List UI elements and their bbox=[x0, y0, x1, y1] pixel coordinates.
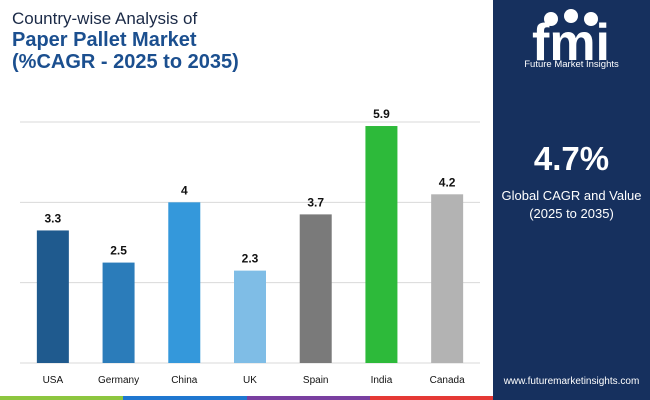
logo-text: fmi bbox=[532, 14, 610, 72]
title-line-1: Country-wise Analysis of bbox=[12, 9, 198, 28]
global-cagr-label-line-1: Global CAGR and Value bbox=[501, 188, 642, 203]
bar-uk bbox=[234, 270, 266, 363]
x-tick-label-uk: UK bbox=[243, 375, 257, 386]
logo-dot-2 bbox=[564, 9, 578, 23]
bottom-color-bar bbox=[0, 396, 493, 400]
x-tick-label-india: India bbox=[371, 375, 393, 386]
brand-name: Future Market Insights bbox=[524, 59, 619, 70]
data-label-uk: 2.3 bbox=[242, 252, 259, 266]
x-tick-label-china: China bbox=[171, 375, 198, 386]
bar-germany bbox=[102, 262, 135, 363]
x-tick-label-spain: Spain bbox=[303, 375, 329, 386]
bar-usa bbox=[36, 230, 69, 363]
logo-dot-3 bbox=[584, 12, 598, 26]
logo-dot-1 bbox=[544, 12, 558, 26]
x-tick-label-germany: Germany bbox=[98, 375, 139, 386]
data-label-india: 5.9 bbox=[373, 107, 390, 121]
bar-india bbox=[365, 126, 398, 364]
website-link[interactable]: www.futuremarketinsights.com bbox=[503, 376, 640, 387]
bar-spain bbox=[299, 214, 332, 363]
bottom-bar-segment-2 bbox=[123, 396, 247, 400]
data-label-canada: 4.2 bbox=[439, 175, 456, 189]
data-label-germany: 2.5 bbox=[110, 244, 127, 258]
title-line-2: Paper Pallet Market bbox=[12, 29, 197, 51]
bottom-bar-segment-1 bbox=[0, 396, 124, 400]
data-label-china: 4 bbox=[181, 183, 188, 197]
bottom-bar-segment-4 bbox=[369, 396, 493, 400]
global-cagr-label-line-2: (2025 to 2035) bbox=[529, 206, 614, 221]
data-label-usa: 3.3 bbox=[45, 211, 62, 225]
fmi-logo: fmi bbox=[532, 9, 610, 72]
data-label-spain: 3.7 bbox=[307, 195, 324, 209]
side-panel: fmi Future Market Insights 4.7% Global C… bbox=[493, 0, 650, 400]
bottom-bar-segment-3 bbox=[246, 396, 370, 400]
global-cagr-label: Global CAGR and Value (2025 to 2035) bbox=[493, 187, 650, 223]
chart-title: Country-wise Analysis of Paper Pallet Ma… bbox=[12, 8, 482, 73]
bar-canada bbox=[431, 194, 464, 363]
title-line-3: (%CAGR - 2025 to 2035) bbox=[12, 51, 239, 73]
bar-chart: 3.3 USA 2.5 Germany 4 China 2.3 UK 3.7 Spain 5.9 In… bbox=[20, 107, 480, 386]
bar-china bbox=[168, 202, 201, 363]
x-tick-label-canada: Canada bbox=[430, 375, 465, 386]
global-cagr-value: 4.7% bbox=[533, 140, 610, 177]
x-tick-label-usa: USA bbox=[43, 375, 64, 386]
